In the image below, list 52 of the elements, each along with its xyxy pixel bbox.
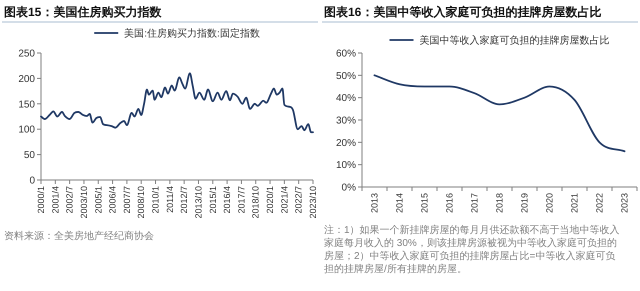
x-tick-label: 2001/4 (50, 186, 60, 214)
text: 注：1）如果一个新挂牌房屋的每月月供还款额不高于当地中等收入家庭每月收入的 30%，则该挂牌房源被视为中等收入家庭可负担的房屋；2）中等收入家庭可负担的挂牌房屋占比=中等收入家庭可负担的挂牌房屋/所有挂牌的房屋。 (324, 224, 621, 276)
legend-label: 美国中等收入家庭可负担的挂牌房屋数占比 (420, 34, 610, 46)
x-tick-label: 2008/10 (136, 186, 146, 219)
line-series (40, 72, 314, 134)
x-tick-label: 2018/10 (250, 186, 261, 219)
chart-title: 图表15：美国住房购买力指数 (4, 4, 162, 21)
legend-label: 美国:住房购买力指数:固定指数 (124, 28, 260, 40)
y-tick-label: 10% (336, 160, 356, 172)
x-tick-label: 2007/7 (122, 186, 132, 214)
x-tick-label: 2021 (570, 193, 580, 214)
x-tick-label: 2002/7 (64, 186, 75, 214)
x-tick-label: 2023/10 (308, 186, 318, 219)
x-tick-label: 2000/1 (36, 186, 46, 214)
y-tick-label: 30% (336, 116, 356, 126)
x-tick-label: 2013 (370, 193, 380, 214)
x-tick-label: 2019 (520, 193, 530, 214)
x-tick-label: 2013/10 (193, 186, 204, 219)
x-tick-label: 2017/7 (236, 186, 246, 214)
x-tick-label: 2010/1 (150, 186, 161, 214)
x-tick-label: 2014 (394, 193, 404, 214)
x-tick-label: 2018 (494, 193, 504, 214)
y-tick-label: 0% (342, 182, 356, 194)
x-tick-label: 2022 (594, 193, 604, 214)
x-tick-label: 2015/1 (208, 186, 218, 214)
line-series (374, 74, 626, 152)
x-tick-label: 2005/1 (93, 186, 104, 214)
x-tick-label: 2023 (620, 193, 630, 214)
x-tick-label: 2021/4 (279, 186, 290, 214)
y-tick-label: 40% (336, 93, 356, 104)
y-tick-label: 0 (29, 176, 36, 186)
y-tick-label: 100 (18, 124, 36, 136)
y-tick-label: 50% (336, 70, 356, 82)
y-tick-label: 50 (24, 150, 36, 162)
y-tick-label: 150 (18, 99, 36, 110)
y-tick-label: 250 (18, 48, 36, 60)
y-tick-label: 60% (336, 48, 356, 60)
x-tick-label: 2015 (420, 193, 430, 214)
x-tick-label: 2017 (470, 193, 480, 214)
text: 资料来源：全美房地产经纪商协会 (4, 230, 155, 243)
x-tick-label: 2012/7 (179, 186, 190, 214)
x-tick-label: 2011/4 (164, 186, 175, 213)
chart-title: 图表16：美国中等收入家庭可负担的挂牌房屋数占比 (324, 4, 602, 21)
x-tick-label: 2006/4 (108, 186, 118, 214)
y-tick-label: 20% (336, 138, 356, 149)
x-tick-label: 2020/1 (265, 186, 276, 214)
x-tick-label: 2022/7 (294, 186, 304, 214)
x-tick-label: 2016/4 (222, 186, 232, 214)
x-tick-label: 2003/10 (78, 186, 89, 219)
x-tick-label: 2020 (544, 193, 554, 214)
y-tick-label: 200 (18, 74, 36, 85)
x-tick-label: 2016 (444, 193, 454, 214)
